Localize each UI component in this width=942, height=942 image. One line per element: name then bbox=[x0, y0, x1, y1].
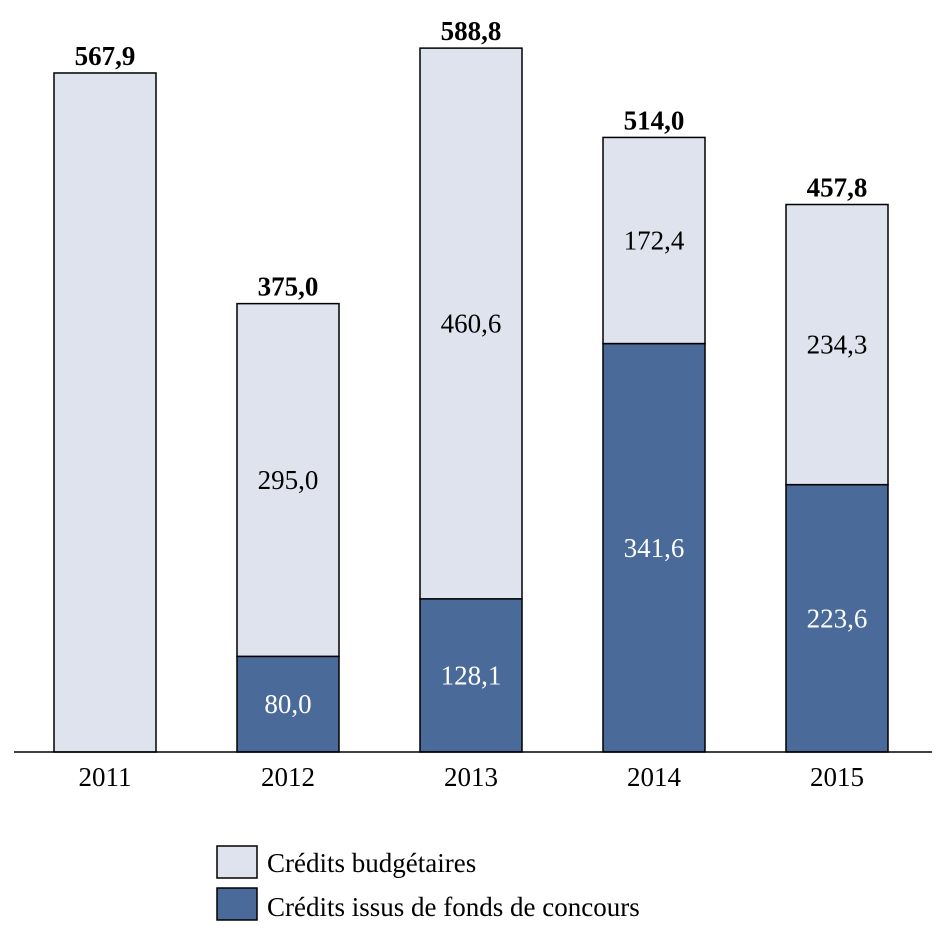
legend: Crédits budgétaires Crédits issus de fon… bbox=[216, 845, 640, 922]
segment-label-2013-s0: 128,1 bbox=[441, 660, 502, 690]
segment-label-2015-s0: 223,6 bbox=[807, 603, 868, 633]
legend-swatch-budgetaires bbox=[216, 845, 258, 879]
bar-segment-2012-s0 bbox=[236, 655, 340, 753]
legend-label-budgetaires: Crédits budgétaires bbox=[267, 848, 476, 878]
x-tick-label-2015: 2015 bbox=[810, 762, 864, 792]
bar-segment-2014-s0 bbox=[602, 342, 706, 753]
x-tick-label-2014: 2014 bbox=[627, 762, 682, 792]
segment-label-2015-s1: 234,3 bbox=[807, 330, 868, 360]
legend-item-fonds-concours: Crédits issus de fonds de concours bbox=[216, 887, 640, 922]
legend-swatch-fonds-concours bbox=[216, 887, 258, 921]
x-tick-label-2013: 2013 bbox=[444, 762, 498, 792]
x-tick-label-2012: 2012 bbox=[261, 762, 315, 792]
bar-segment-2013-s1 bbox=[419, 47, 523, 600]
segment-label-2012-s1: 295,0 bbox=[258, 465, 319, 495]
bars-group bbox=[53, 47, 889, 753]
legend-item-budgetaires: Crédits budgétaires bbox=[216, 845, 476, 879]
bar-segment-2014-s1 bbox=[602, 136, 706, 345]
total-label-2014: 514,0 bbox=[624, 105, 685, 135]
bar-segment-2015-s1 bbox=[785, 203, 889, 486]
segment-label-2014-s0: 341,6 bbox=[624, 533, 685, 563]
legend-label-fonds-concours: Crédits issus de fonds de concours bbox=[267, 892, 640, 922]
total-label-2013: 588,8 bbox=[441, 16, 502, 46]
total-label-2012: 375,0 bbox=[258, 272, 319, 302]
labels-group: 567,9 80,0 295,0 375,0 128,1 460,6 588,8 341,6 1… bbox=[75, 16, 868, 719]
x-tick-labels: 2011 2012 2013 2014 2015 bbox=[79, 762, 865, 792]
segment-label-2014-s1: 172,4 bbox=[624, 226, 685, 256]
bar-segment-2011-s1 bbox=[53, 72, 157, 753]
x-tick-label-2011: 2011 bbox=[79, 762, 132, 792]
total-label-2011: 567,9 bbox=[75, 41, 136, 71]
bar-segment-2012-s1 bbox=[236, 302, 340, 658]
segment-label-2012-s0: 80,0 bbox=[264, 689, 311, 719]
total-label-2015: 457,8 bbox=[807, 173, 868, 203]
segment-label-2013-s1: 460,6 bbox=[441, 308, 502, 338]
